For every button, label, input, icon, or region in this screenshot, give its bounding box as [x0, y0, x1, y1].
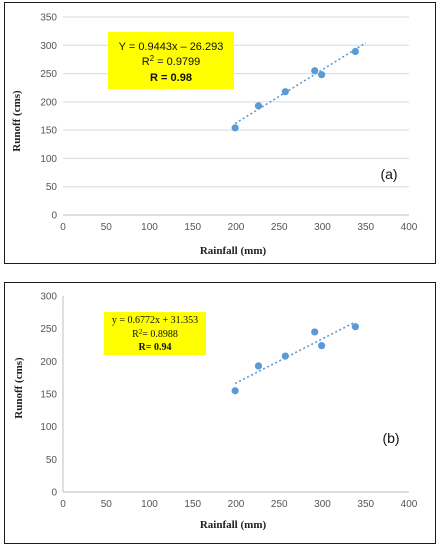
axes-b — [62, 296, 409, 493]
x-tick-label: 0 — [60, 222, 66, 233]
data-points-b — [231, 323, 359, 395]
data-points-a — [231, 47, 359, 132]
y-tick-label: 100 — [40, 154, 57, 165]
chart-panel-b: 0 50 100 150 200 250 300 0 50 100 150 200 250 300 350 4… — [4, 282, 436, 544]
data-point — [311, 328, 319, 336]
data-point — [281, 352, 289, 360]
tick-labels-b: 0 50 100 150 200 250 300 0 50 100 150 200 250 300 350 4… — [40, 292, 417, 511]
equation-box-a: Y = 0.9443x – 26.293 R2 = 0.9799 R = 0.9… — [108, 32, 234, 89]
x-tick-label: 150 — [184, 222, 201, 233]
r-squared-line: R2 = 0.9799 — [142, 54, 201, 68]
r-value-line: R = 0.98 — [150, 72, 192, 84]
y-tick-label: 200 — [40, 97, 57, 108]
y-tick-label: 300 — [40, 41, 57, 52]
equation-box-background — [108, 32, 234, 89]
r-squared-value: = 0.9799 — [154, 56, 200, 68]
scatter-chart-a: 0 50 100 150 200 250 300 350 0 50 100 150 200 250 300 3… — [11, 13, 418, 258]
x-tick-label: 0 — [60, 499, 66, 510]
tick-labels-a: 0 50 100 150 200 250 300 350 0 50 100 150 200 250 300 3… — [40, 13, 417, 234]
panel-label-b: (b) — [382, 430, 399, 446]
data-point — [318, 71, 326, 79]
x-tick-label: 50 — [101, 222, 113, 233]
x-tick-label: 300 — [314, 499, 331, 510]
r-squared-superscript: 2 — [139, 328, 143, 336]
data-point — [231, 124, 239, 132]
y-tick-label: 50 — [46, 455, 58, 466]
equation-line: y = 0.6772x + 31.353 — [112, 315, 198, 326]
r-squared-prefix: R — [132, 329, 139, 340]
y-axis-title: Runoff (cms) — [11, 90, 23, 152]
x-tick-label: 100 — [141, 499, 158, 510]
data-point — [351, 323, 359, 331]
y-tick-label: 350 — [40, 13, 57, 24]
r-squared-superscript: 2 — [150, 54, 155, 63]
x-tick-label: 50 — [101, 499, 113, 510]
x-tick-label: 250 — [271, 222, 288, 233]
data-point — [231, 387, 239, 395]
trendline — [234, 42, 367, 125]
y-tick-label: 0 — [51, 488, 57, 499]
y-tick-label: 150 — [40, 126, 57, 137]
x-tick-label: 100 — [141, 222, 158, 233]
y-tick-label: 0 — [51, 211, 57, 222]
x-tick-label: 350 — [357, 222, 374, 233]
r-squared-line: R2= 0.8988 — [132, 328, 178, 340]
x-tick-label: 200 — [228, 499, 245, 510]
trendline-a — [234, 42, 367, 125]
equation-box-background — [104, 312, 206, 355]
x-axis-title: Rainfall (mm) — [200, 519, 267, 531]
x-tick-label: 250 — [271, 499, 288, 510]
x-tick-label: 400 — [401, 222, 418, 233]
trendline-b — [234, 321, 356, 385]
x-tick-label: 350 — [357, 499, 374, 510]
trendline — [234, 321, 356, 385]
y-tick-label: 100 — [40, 422, 57, 433]
x-tick-label: 400 — [401, 499, 418, 510]
chart-panel-a: 0 50 100 150 200 250 300 350 0 50 100 150 200 250 300 3… — [4, 2, 436, 264]
y-tick-label: 250 — [40, 69, 57, 80]
y-axis-title: Runoff (cms) — [13, 357, 25, 419]
y-tick-label: 50 — [46, 182, 58, 193]
y-tick-label: 250 — [40, 324, 57, 335]
x-axis-title: Rainfall (mm) — [200, 245, 267, 257]
y-tick-label: 150 — [40, 390, 57, 401]
equation-box-b: y = 0.6772x + 31.353 R2= 0.8988 R= 0.94 — [104, 312, 206, 355]
data-point — [311, 67, 319, 75]
y-tick-label: 200 — [40, 357, 57, 368]
data-point — [254, 362, 263, 370]
x-tick-label: 200 — [228, 222, 245, 233]
data-point — [318, 342, 326, 350]
scatter-chart-b: 0 50 100 150 200 250 300 0 50 100 150 200 250 300 350 4… — [13, 292, 418, 532]
x-tick-label: 300 — [314, 222, 331, 233]
x-tick-label: 150 — [184, 499, 201, 510]
data-point — [254, 102, 263, 110]
y-tick-label: 300 — [40, 292, 57, 303]
r-squared-value: = 0.8988 — [142, 329, 178, 340]
data-point — [351, 47, 359, 56]
equation-line: Y = 0.9443x – 26.293 — [119, 41, 224, 53]
data-point — [281, 88, 289, 96]
r-squared-prefix: R — [142, 56, 150, 68]
panel-label-a: (a) — [380, 166, 397, 182]
r-value-line: R= 0.94 — [139, 342, 172, 353]
